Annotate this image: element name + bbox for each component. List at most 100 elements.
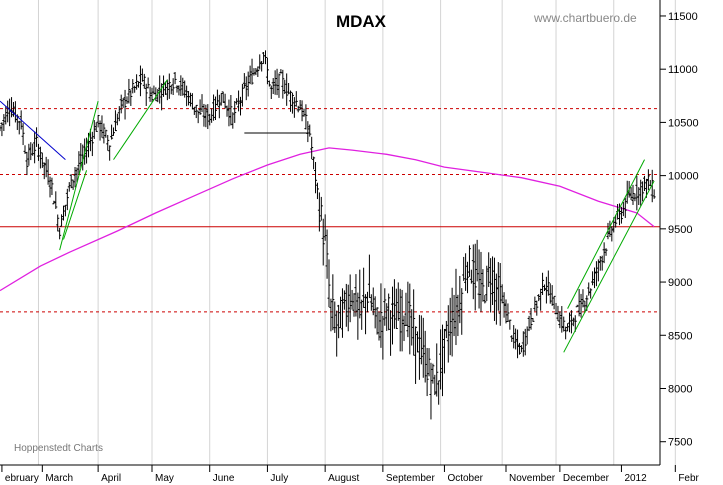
ohlc-bar [402, 315, 406, 342]
ohlc-bar [133, 85, 137, 93]
y-tick-label: 11500 [668, 11, 698, 23]
x-tick-label: October [447, 473, 483, 484]
ohlc-bar [144, 83, 148, 107]
ohlc-bar [596, 259, 600, 282]
ohlc-bar [244, 76, 248, 101]
ohlc-bar [406, 281, 410, 338]
ohlc-bar [373, 296, 377, 329]
ohlc-bar [210, 108, 214, 123]
ohlc-bar [554, 302, 558, 315]
ohlc-bar [631, 184, 635, 205]
ohlc-bar [238, 96, 242, 116]
y-tick-label: 8000 [668, 383, 692, 395]
trend-line [567, 159, 645, 309]
ohlc-bar [583, 300, 587, 313]
ohlc-bar [271, 78, 275, 94]
ohlc-bar [614, 214, 618, 228]
ohlc-bar [419, 315, 423, 365]
ohlc-bar [317, 192, 321, 232]
ohlc-bar [602, 242, 606, 264]
y-tick-label: 11000 [668, 64, 698, 76]
ohlc-bar [646, 169, 650, 191]
ohlc-bar [304, 104, 308, 130]
ohlc-bar [506, 303, 510, 323]
x-tick-label: September [386, 473, 436, 484]
ohlc-bar [571, 317, 575, 327]
ohlc-bar [519, 345, 523, 353]
ohlc-bar [171, 78, 175, 95]
ohlc-bar [140, 68, 144, 82]
ohlc-bar [408, 283, 412, 355]
ohlc-bar [498, 263, 502, 326]
ohlc-bar [183, 80, 187, 98]
ohlc-bar [204, 104, 208, 128]
ohlc-bar [427, 348, 431, 377]
ohlc-bar [323, 214, 327, 241]
ohlc-bar [92, 120, 96, 139]
ohlc-bar [300, 100, 304, 122]
trend-line [563, 180, 655, 353]
ohlc-bar [385, 303, 389, 331]
ohlc-bar [429, 362, 433, 420]
ohlc-bar [364, 294, 368, 335]
x-tick-label: April [101, 473, 121, 484]
ohlc-bar [290, 92, 294, 114]
ohlc-bar [365, 291, 369, 313]
ohlc-bar [310, 136, 314, 160]
ohlc-bar [0, 125, 2, 132]
ohlc-bar [542, 284, 546, 292]
ohlc-bar [110, 124, 114, 140]
ohlc-bar [333, 301, 337, 333]
ohlc-bar [621, 201, 625, 217]
ohlc-bar [127, 78, 131, 104]
axes [0, 0, 661, 466]
y-tick-label: 9500 [668, 224, 692, 236]
ohlc-bar [527, 315, 531, 332]
ohlc-bar [35, 127, 39, 147]
ohlc-bar [217, 94, 221, 119]
ohlc-bar [229, 94, 233, 126]
ohlc-bar [27, 143, 31, 166]
ohlc-bar [560, 306, 564, 333]
ohlc-bar [188, 92, 192, 107]
ohlc-bar [575, 304, 579, 308]
ohlc-bar [637, 187, 641, 206]
ohlc-bar [539, 288, 543, 311]
ohlc-bar [454, 268, 458, 346]
ohlc-bar [500, 284, 504, 304]
ohlc-bar [444, 320, 448, 339]
ohlc-bar [175, 85, 179, 93]
ohlc-bar [2, 114, 6, 132]
ohlc-bar [479, 251, 483, 312]
ohlc-bar [650, 169, 654, 203]
ohlc-bar [337, 304, 341, 339]
ohlc-bar [46, 159, 50, 185]
ohlc-bar [423, 330, 427, 383]
ohlc-bar [448, 297, 452, 356]
ohlc-bar [610, 226, 614, 242]
ohlc-bar [308, 124, 312, 137]
ohlc-bar [512, 325, 516, 349]
ohlc-bar [36, 143, 40, 161]
ohlc-bar [641, 181, 645, 202]
ohlc-bar [102, 123, 106, 144]
ohlc-bar [321, 218, 325, 266]
ohlc-bar [4, 105, 8, 125]
ohlc-bar [146, 77, 150, 89]
ohlc-bar [106, 134, 110, 151]
ohlc-bar [471, 244, 475, 300]
ohlc-bar [256, 66, 260, 77]
ohlc-bar [327, 259, 331, 308]
ohlc-bar [517, 342, 521, 355]
reference-lines [0, 108, 660, 313]
ohlc-bar [137, 81, 141, 88]
ohlc-bar [398, 288, 402, 352]
ohlc-bar [593, 267, 597, 289]
ohlc-bar [167, 73, 171, 99]
ohlc-bar [65, 188, 69, 211]
ohlc-bar [466, 261, 470, 294]
ohlc-bar [566, 323, 570, 332]
trend-line [63, 170, 88, 240]
ohlc-bar [541, 272, 545, 295]
ohlc-bar [227, 99, 231, 127]
